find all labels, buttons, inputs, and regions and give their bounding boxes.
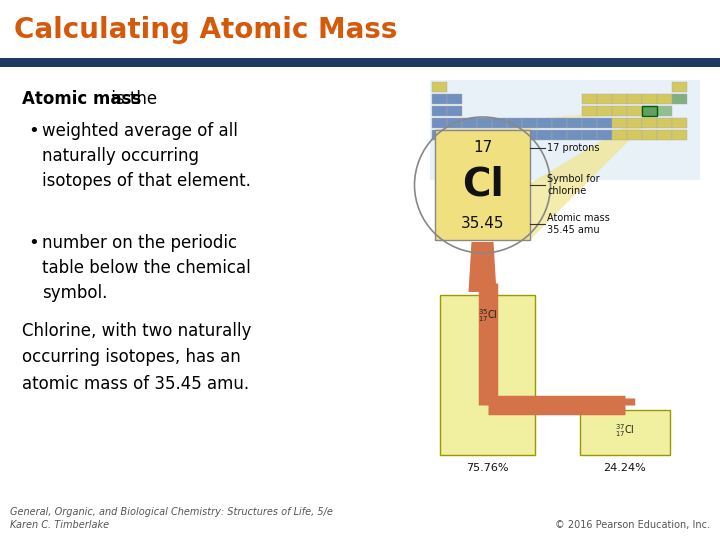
Bar: [432, 82, 447, 92]
Bar: [672, 82, 687, 92]
Bar: [432, 130, 447, 140]
Bar: [492, 118, 507, 128]
Bar: [477, 130, 492, 140]
Text: Symbol for
chlorine: Symbol for chlorine: [547, 174, 600, 196]
Bar: [0, 0, 720, 60]
Bar: [435, 130, 530, 240]
Bar: [597, 94, 612, 104]
Bar: [597, 106, 612, 116]
Text: 35.45: 35.45: [461, 217, 504, 232]
Bar: [642, 118, 657, 128]
Bar: [552, 118, 567, 128]
Bar: [612, 130, 627, 140]
Bar: [582, 130, 597, 140]
Bar: [537, 130, 552, 140]
Bar: [447, 94, 462, 104]
Text: is the: is the: [106, 90, 157, 108]
Bar: [447, 106, 462, 116]
Bar: [597, 118, 612, 128]
Bar: [657, 94, 672, 104]
Polygon shape: [469, 242, 497, 292]
Bar: [447, 118, 462, 128]
Text: number on the periodic
table below the chemical
symbol.: number on the periodic table below the c…: [42, 234, 251, 302]
Bar: [522, 118, 537, 128]
Polygon shape: [435, 107, 654, 130]
Text: © 2016 Pearson Education, Inc.: © 2016 Pearson Education, Inc.: [555, 520, 710, 530]
Bar: [492, 130, 507, 140]
Bar: [672, 118, 687, 128]
Text: weighted average of all
naturally occurring
isotopes of that element.: weighted average of all naturally occurr…: [42, 122, 251, 190]
Bar: [432, 94, 447, 104]
Bar: [657, 106, 672, 116]
Bar: [612, 94, 627, 104]
Bar: [567, 118, 582, 128]
Text: 17: 17: [473, 140, 492, 156]
Bar: [567, 130, 582, 140]
Bar: [672, 94, 687, 104]
Bar: [627, 94, 642, 104]
Bar: [627, 106, 642, 116]
Bar: [642, 94, 657, 104]
Text: Atomic mass
35.45 amu: Atomic mass 35.45 amu: [547, 213, 610, 235]
Text: Calculating Atomic Mass: Calculating Atomic Mass: [14, 16, 397, 44]
Bar: [582, 118, 597, 128]
Text: 24.24%: 24.24%: [603, 463, 647, 473]
Text: Atomic mass: Atomic mass: [22, 90, 141, 108]
Bar: [507, 118, 522, 128]
Bar: [597, 130, 612, 140]
Bar: [477, 118, 492, 128]
Bar: [447, 130, 462, 140]
Bar: [432, 106, 447, 116]
Bar: [0, 58, 720, 67]
Bar: [440, 295, 535, 455]
Bar: [672, 130, 687, 140]
Bar: [627, 118, 642, 128]
Bar: [627, 130, 642, 140]
Text: $^{37}_{17}$Cl: $^{37}_{17}$Cl: [615, 422, 635, 439]
Bar: [580, 410, 670, 455]
Text: 17 protons: 17 protons: [547, 143, 600, 153]
Polygon shape: [435, 115, 654, 240]
Bar: [537, 118, 552, 128]
Bar: [642, 130, 657, 140]
Bar: [582, 94, 597, 104]
Text: 75.76%: 75.76%: [467, 463, 509, 473]
Bar: [612, 118, 627, 128]
Text: $^{35}_{17}$Cl: $^{35}_{17}$Cl: [477, 307, 498, 324]
Bar: [657, 130, 672, 140]
Bar: [462, 130, 477, 140]
Text: •: •: [28, 122, 39, 140]
Bar: [522, 130, 537, 140]
Bar: [430, 80, 700, 180]
Bar: [432, 118, 447, 128]
Bar: [507, 130, 522, 140]
Bar: [552, 130, 567, 140]
Bar: [582, 106, 597, 116]
Bar: [657, 118, 672, 128]
Text: Cl: Cl: [462, 166, 503, 204]
Bar: [462, 118, 477, 128]
Bar: [612, 106, 627, 116]
Text: General, Organic, and Biological Chemistry: Structures of Life, 5/e
Karen C. Tim: General, Organic, and Biological Chemist…: [10, 507, 333, 530]
Bar: [642, 106, 657, 116]
Text: Chlorine, with two naturally
occurring isotopes, has an
atomic mass of 35.45 amu: Chlorine, with two naturally occurring i…: [22, 322, 251, 393]
Text: •: •: [28, 234, 39, 252]
Bar: [642, 106, 657, 116]
